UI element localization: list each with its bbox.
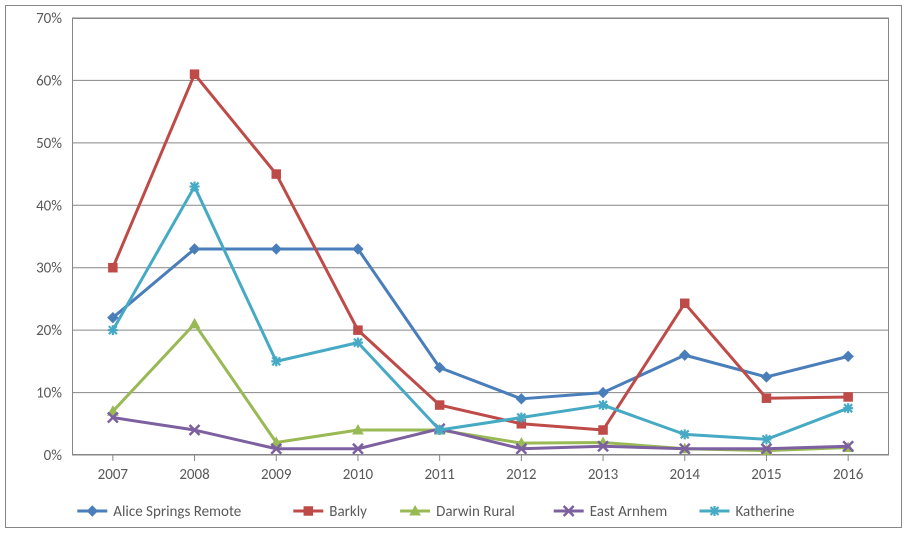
- chart-frame: 0% 10% 20% 30% 40% 50% 60% 70% 2007 2008 2009 2010 2…: [0, 0, 907, 533]
- y-tick-label: 40%: [36, 197, 62, 215]
- y-tick-label: 10%: [36, 385, 62, 403]
- x-tick-label: 2007: [98, 466, 129, 484]
- legend-item: Alice Springs Remote: [77, 503, 241, 521]
- x-tick-label: 2014: [670, 466, 701, 484]
- x-tick-label: 2016: [833, 466, 864, 484]
- y-tick-label: 30%: [36, 260, 62, 278]
- chart-svg: 0% 10% 20% 30% 40% 50% 60% 70% 2007 2008 2009 2010 2…: [0, 0, 907, 533]
- legend-item: East Arnhem: [554, 503, 668, 521]
- y-tick-label: 50%: [36, 135, 62, 153]
- y-tick-label: 60%: [36, 72, 62, 90]
- legend-label: East Arnhem: [590, 503, 668, 521]
- legend-item: Darwin Rural: [400, 503, 515, 521]
- y-tick-label: 20%: [36, 322, 62, 340]
- y-tick-label: 70%: [36, 10, 62, 28]
- x-tick-label: 2011: [424, 466, 454, 484]
- x-tick-label: 2008: [179, 466, 209, 484]
- y-tick-label: 0%: [44, 447, 63, 465]
- legend-label: Alice Springs Remote: [113, 503, 241, 521]
- legend-label: Darwin Rural: [436, 503, 515, 521]
- legend-item: Barkly: [293, 503, 367, 521]
- legend-label: Barkly: [329, 503, 367, 521]
- legend: Alice Springs Remote Barkly Darwin Rural Ea…: [77, 503, 794, 521]
- x-tick-label: 2010: [343, 466, 374, 484]
- legend-item: Katherine: [700, 503, 795, 521]
- x-tick-label: 2012: [506, 466, 536, 484]
- legend-label: Katherine: [736, 503, 795, 521]
- x-tick-label: 2009: [261, 466, 292, 484]
- x-tick-label: 2013: [588, 466, 619, 484]
- x-tick-label: 2015: [751, 466, 781, 484]
